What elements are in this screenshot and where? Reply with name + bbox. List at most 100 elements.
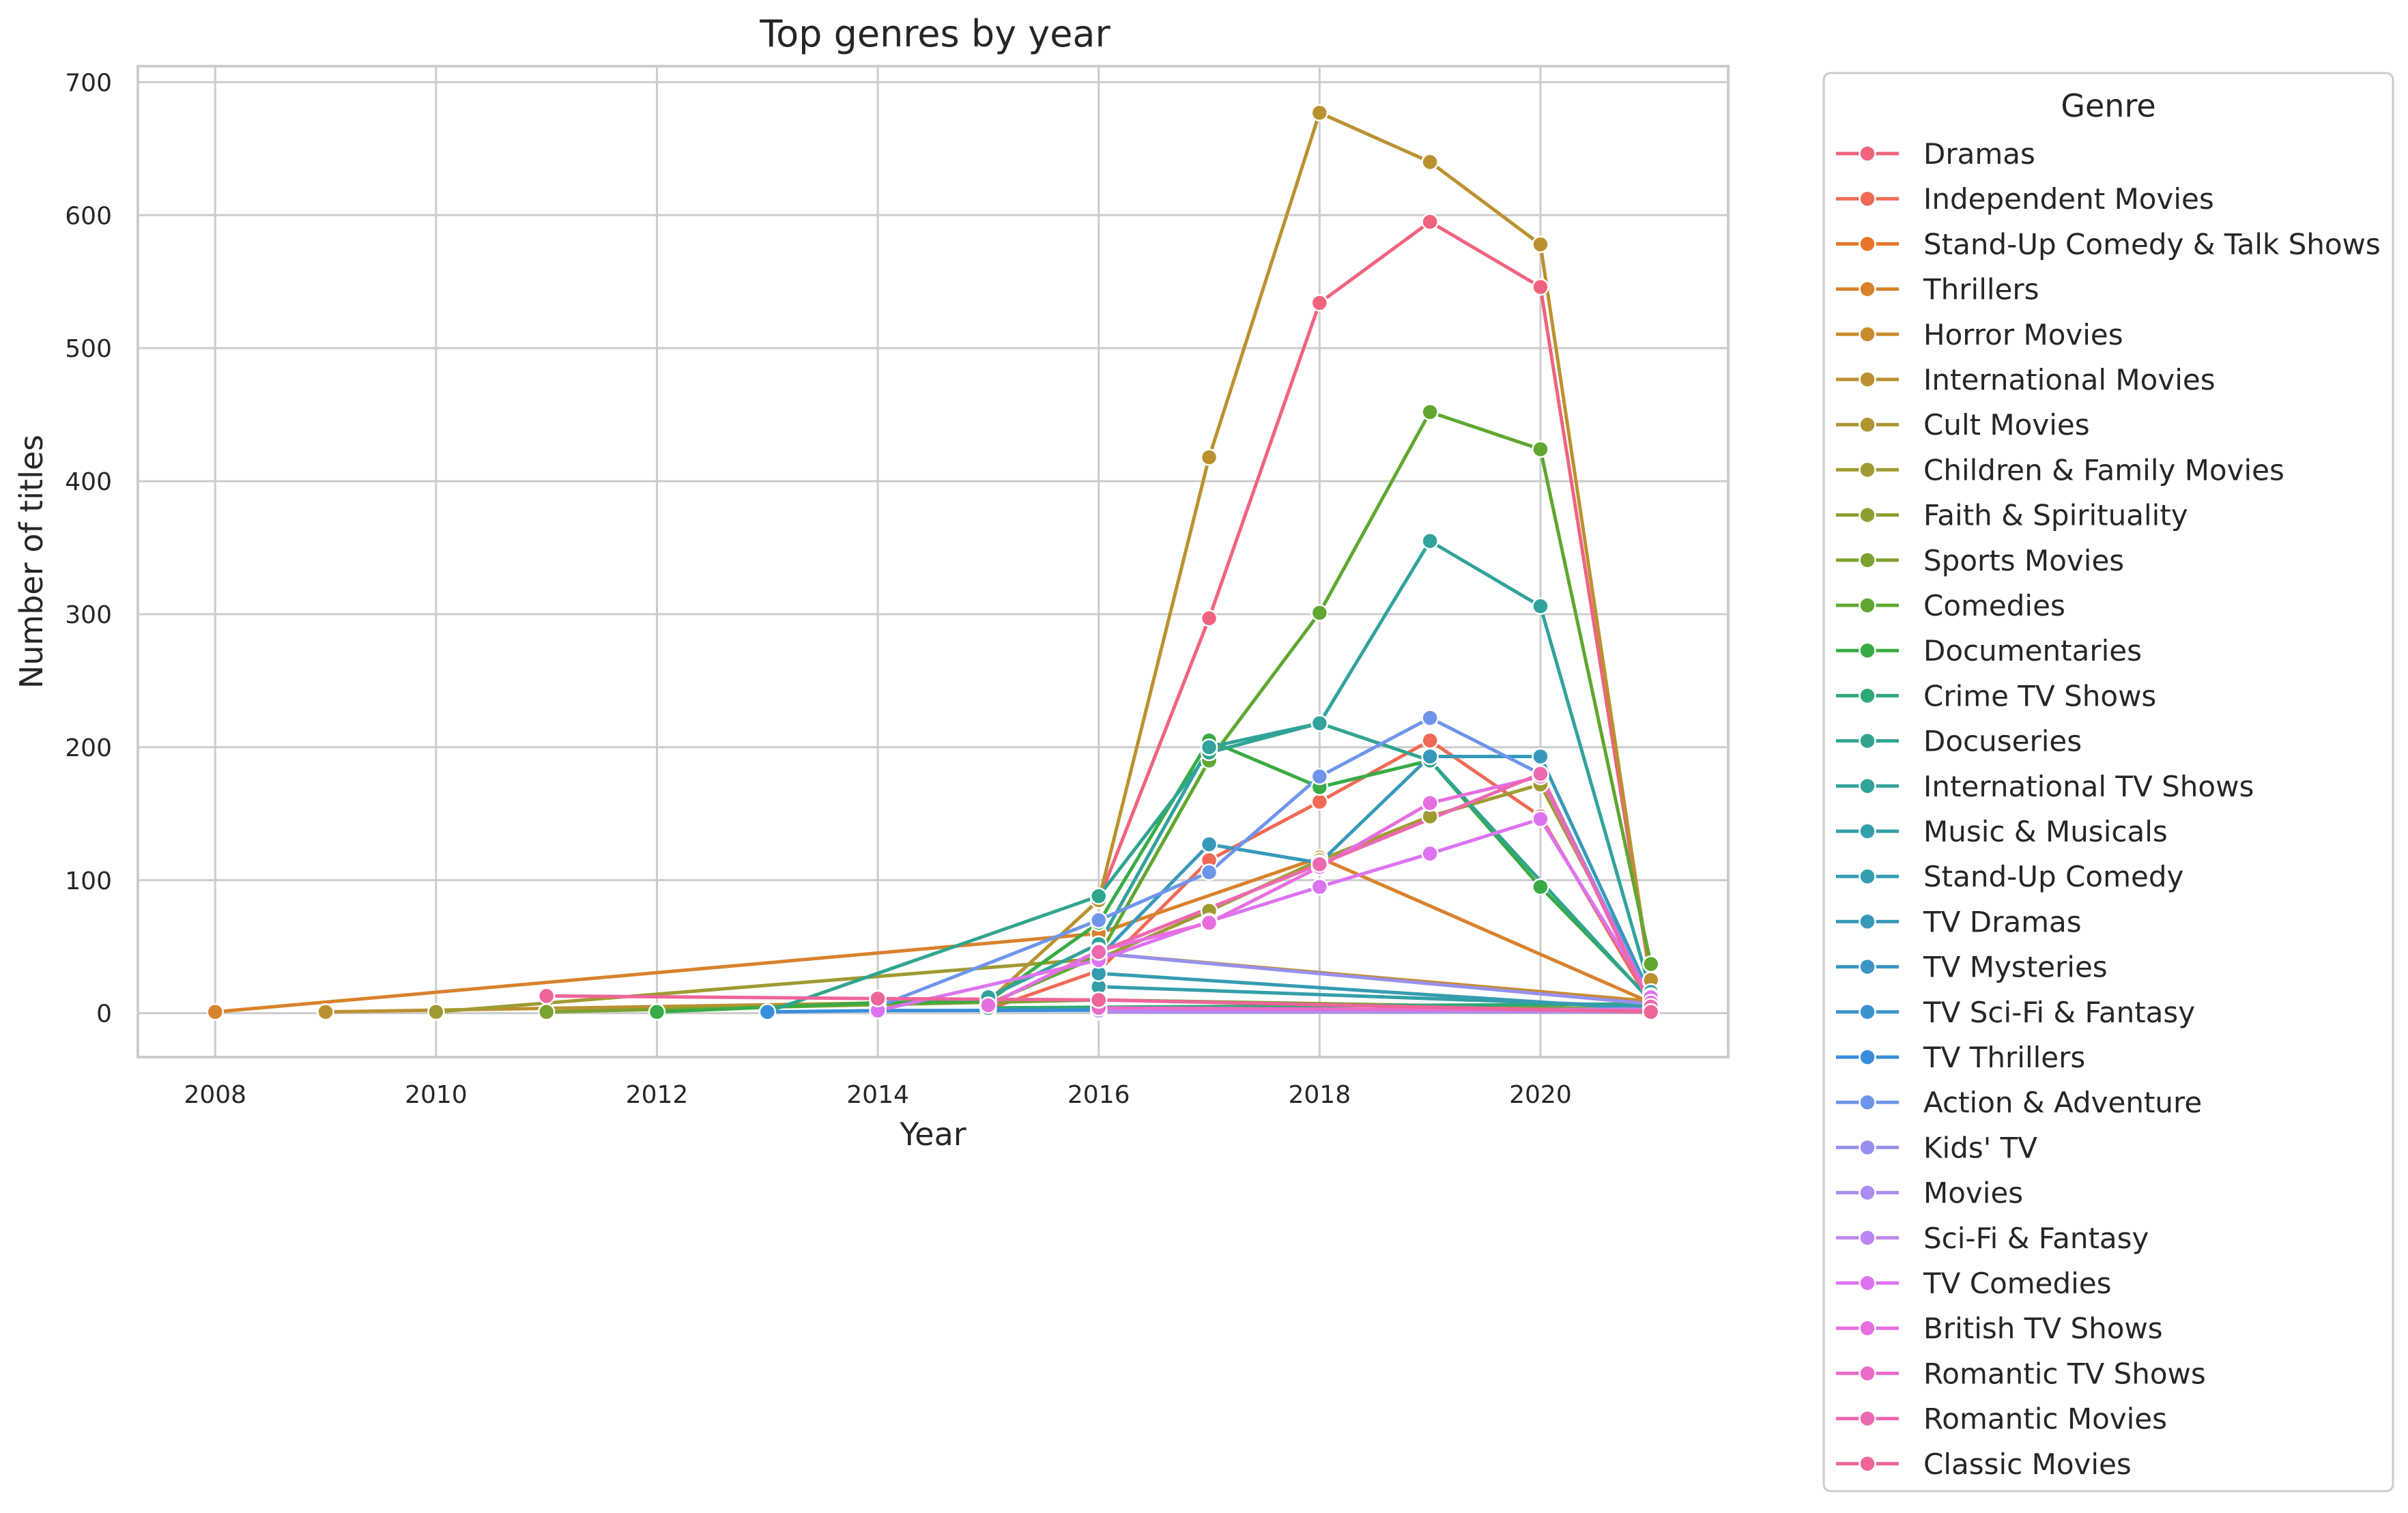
data-point <box>1642 1003 1660 1021</box>
data-point <box>1421 845 1439 863</box>
legend-label: British TV Shows <box>1923 1312 2163 1345</box>
legend-label: TV Comedies <box>1923 1267 2112 1300</box>
data-point <box>1532 878 1549 896</box>
legend-label: Thrillers <box>1923 273 2039 306</box>
data-point <box>1532 765 1549 783</box>
data-point <box>1421 747 1439 766</box>
legend-label: Classic Movies <box>1923 1447 2132 1481</box>
legend-marker <box>1859 1138 1876 1157</box>
legend-label: International TV Shows <box>1923 770 2254 803</box>
series-lines <box>213 111 1653 1014</box>
data-point <box>1532 747 1549 766</box>
data-point <box>1089 887 1108 905</box>
legend-label: Horror Movies <box>1923 318 2123 351</box>
series-line <box>655 738 1653 1014</box>
legend-marker <box>1859 326 1876 343</box>
y-tick-label: 500 <box>65 335 112 363</box>
legend-marker <box>1859 235 1876 253</box>
y-tick-label: 400 <box>65 468 112 496</box>
legend-marker <box>1859 461 1876 479</box>
series-line <box>1097 971 1653 1011</box>
x-tick-label: 2014 <box>846 1081 909 1109</box>
data-point <box>1200 738 1218 756</box>
x-tick-label: 2016 <box>1067 1081 1130 1109</box>
data-point <box>1421 532 1439 550</box>
legend-marker <box>1859 280 1876 298</box>
x-tick-label: 2020 <box>1509 1081 1572 1109</box>
legend-marker <box>1859 912 1876 931</box>
data-point <box>1310 793 1329 811</box>
legend-label: Documentaries <box>1923 634 2142 667</box>
legend-label: Romantic Movies <box>1923 1402 2167 1436</box>
data-point <box>537 1003 556 1021</box>
legend-label: Stand-Up Comedy & Talk Shows <box>1923 227 2381 261</box>
series-line <box>324 111 1653 1014</box>
legend-marker <box>1859 732 1876 750</box>
legend-marker <box>1859 1364 1876 1383</box>
data-point <box>1089 991 1108 1009</box>
series-line <box>213 856 1653 1014</box>
legend-label: TV Mysteries <box>1923 951 2108 984</box>
data-point <box>427 1003 445 1021</box>
data-point <box>317 1003 334 1021</box>
legend-marker <box>1859 1319 1876 1337</box>
data-point <box>1200 914 1218 932</box>
x-axis-title: Year <box>899 1116 966 1153</box>
legend-marker <box>1859 822 1876 840</box>
legend-label: Sports Movies <box>1923 544 2124 577</box>
data-point <box>1200 863 1218 881</box>
legend-marker <box>1859 190 1876 207</box>
data-point <box>1532 440 1549 459</box>
legend-marker <box>1859 777 1876 795</box>
data-point <box>979 996 997 1014</box>
data-point <box>1200 448 1218 466</box>
y-tick-label: 100 <box>65 867 112 895</box>
y-axis-title: Number of titles <box>13 435 50 689</box>
data-point <box>869 990 887 1007</box>
legend-marker <box>1859 642 1876 659</box>
data-point <box>758 1003 777 1021</box>
legend-label: Sci-Fi & Fantasy <box>1923 1222 2149 1255</box>
legend-marker <box>1859 1048 1876 1066</box>
legend-marker <box>1859 551 1876 569</box>
data-point <box>1200 835 1218 853</box>
legend-label: Dramas <box>1923 137 2035 171</box>
legend-marker <box>1859 957 1876 976</box>
legend-label: Docuseries <box>1923 725 2082 758</box>
legend-marker <box>1859 506 1876 524</box>
x-tick-label: 2018 <box>1289 1081 1351 1109</box>
data-point <box>206 1003 225 1021</box>
legend-marker <box>1859 1274 1876 1292</box>
data-point <box>1532 810 1549 828</box>
legend-label: Children & Family Movies <box>1923 453 2284 487</box>
x-tick-label: 2008 <box>184 1081 246 1109</box>
y-tick-label: 200 <box>65 734 112 762</box>
legend-label: Cult Movies <box>1923 408 2090 442</box>
data-point <box>1642 955 1660 973</box>
data-point <box>1310 294 1329 312</box>
data-point <box>1532 278 1549 296</box>
legend-marker <box>1859 1455 1876 1473</box>
series-line <box>876 817 1653 1013</box>
series-line <box>1097 755 1653 998</box>
data-point <box>1089 943 1108 961</box>
data-point <box>1200 609 1218 627</box>
legend-marker <box>1859 596 1876 614</box>
series-line <box>1097 220 1653 983</box>
x-tick-label: 2010 <box>405 1081 468 1109</box>
data-point <box>1310 855 1329 874</box>
y-tick-label: 300 <box>65 601 112 629</box>
legend-marker <box>1859 416 1876 433</box>
y-tick-label: 600 <box>65 202 112 230</box>
data-point <box>1532 235 1549 253</box>
x-tick-labels: 2008 2010 2012 2014 2016 2018 2020 <box>184 1081 1571 1109</box>
data-point <box>1310 768 1329 786</box>
legend-marker <box>1859 1409 1876 1428</box>
legend-label: Kids' TV <box>1923 1131 2037 1164</box>
data-point <box>1310 715 1329 732</box>
legend-label: TV Dramas <box>1923 905 2082 938</box>
legend-marker <box>1859 371 1876 388</box>
y-tick-label: 700 <box>65 69 112 97</box>
data-point <box>1421 403 1439 421</box>
y-tick-labels: 0 100 200 300 400 500 600 700 <box>65 69 112 1028</box>
